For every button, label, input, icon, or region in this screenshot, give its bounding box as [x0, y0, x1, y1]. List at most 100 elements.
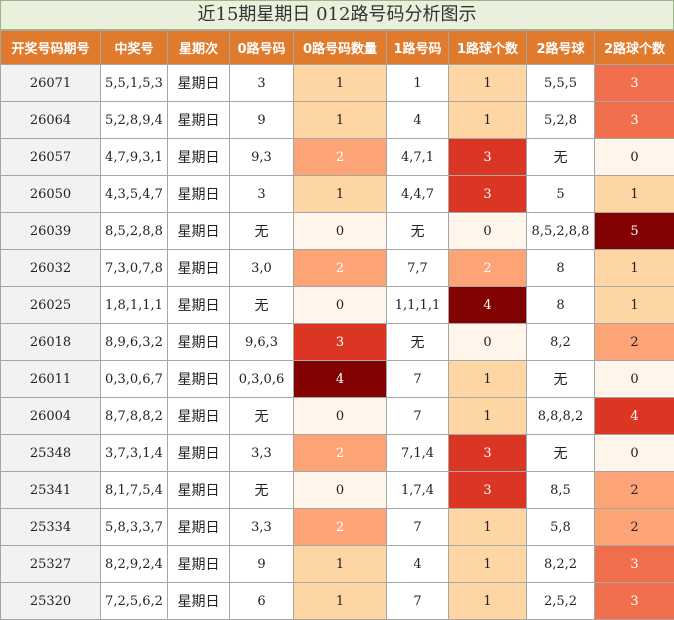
issue-cell: 26050: [0, 175, 101, 213]
route0-count-cell: 1: [293, 64, 387, 102]
route2-numbers-cell: 8,2: [526, 323, 595, 361]
route1-numbers-cell: 4: [386, 101, 449, 139]
route2-numbers-cell: 8,5,2,8,8: [526, 212, 595, 250]
route0-numbers-cell: 9: [229, 101, 294, 139]
header-route1-numbers: 1路号码: [386, 30, 449, 65]
route2-count-cell: 0: [594, 360, 674, 398]
issue-cell: 26011: [0, 360, 101, 398]
route2-count-cell: 3: [594, 545, 674, 583]
route0-count-cell: 1: [293, 101, 387, 139]
winning-number-cell: 8,1,7,5,4: [100, 471, 168, 509]
route0-numbers-cell: 9: [229, 545, 294, 583]
winning-number-cell: 5,5,1,5,3: [100, 64, 168, 102]
route0-numbers-cell: 无: [229, 212, 294, 250]
header-route2-numbers: 2路号球: [526, 30, 595, 65]
route1-count-cell: 4: [448, 286, 527, 324]
weekday-cell: 星期日: [167, 138, 230, 176]
route2-count-cell: 3: [594, 101, 674, 139]
issue-cell: 26004: [0, 397, 101, 435]
issue-cell: 25320: [0, 582, 101, 620]
route1-count-cell: 1: [448, 545, 527, 583]
route0-count-cell: 1: [293, 175, 387, 213]
route0-numbers-cell: 无: [229, 471, 294, 509]
route2-numbers-cell: 8: [526, 286, 595, 324]
route2-count-cell: 1: [594, 175, 674, 213]
route2-count-cell: 2: [594, 323, 674, 361]
winning-number-cell: 4,3,5,4,7: [100, 175, 168, 213]
route0-numbers-cell: 3: [229, 64, 294, 102]
issue-cell: 26039: [0, 212, 101, 250]
route1-count-cell: 1: [448, 508, 527, 546]
weekday-cell: 星期日: [167, 286, 230, 324]
winning-number-cell: 8,5,2,8,8: [100, 212, 168, 250]
route1-numbers-cell: 7,7: [386, 249, 449, 287]
route2-count-cell: 5: [594, 212, 674, 250]
issue-cell: 26018: [0, 323, 101, 361]
weekday-cell: 星期日: [167, 471, 230, 509]
route2-numbers-cell: 无: [526, 434, 595, 472]
weekday-cell: 星期日: [167, 64, 230, 102]
route2-count-cell: 4: [594, 397, 674, 435]
route1-count-cell: 0: [448, 323, 527, 361]
table-row: 26050 4,3,5,4,7 星期日 3 1 4,4,7 3 5 1: [0, 175, 674, 213]
route1-numbers-cell: 1,1,1,1: [386, 286, 449, 324]
route2-numbers-cell: 8,5: [526, 471, 595, 509]
table-row: 26057 4,7,9,3,1 星期日 9,3 2 4,7,1 3 无 0: [0, 138, 674, 176]
route1-numbers-cell: 无: [386, 212, 449, 250]
issue-cell: 26025: [0, 286, 101, 324]
route2-count-cell: 1: [594, 286, 674, 324]
header-route0-count: 0路号码数量: [293, 30, 387, 65]
route0-count-cell: 2: [293, 138, 387, 176]
route2-numbers-cell: 8,2,2: [526, 545, 595, 583]
route2-numbers-cell: 5,8: [526, 508, 595, 546]
winning-number-cell: 8,9,6,3,2: [100, 323, 168, 361]
header-winning-number: 中奖号: [100, 30, 168, 65]
route1-count-cell: 1: [448, 582, 527, 620]
header-weekday: 星期次: [167, 30, 230, 65]
route0-numbers-cell: 9,6,3: [229, 323, 294, 361]
route2-count-cell: 3: [594, 582, 674, 620]
weekday-cell: 星期日: [167, 175, 230, 213]
route0-numbers-cell: 无: [229, 397, 294, 435]
route2-numbers-cell: 8: [526, 249, 595, 287]
route1-count-cell: 1: [448, 397, 527, 435]
route2-numbers-cell: 5: [526, 175, 595, 213]
route2-numbers-cell: 无: [526, 138, 595, 176]
table-row: 25327 8,2,9,2,4 星期日 9 1 4 1 8,2,2 3: [0, 545, 674, 583]
route0-numbers-cell: 3,3: [229, 508, 294, 546]
table-row: 26025 1,8,1,1,1 星期日无 0 1,1,1,1 4 8 1: [0, 286, 674, 324]
issue-cell: 26064: [0, 101, 101, 139]
route1-numbers-cell: 4,4,7: [386, 175, 449, 213]
weekday-cell: 星期日: [167, 582, 230, 620]
table-row: 26064 5,2,8,9,4 星期日 9 1 4 1 5,2,8 3: [0, 101, 674, 139]
route1-numbers-cell: 1: [386, 64, 449, 102]
route0-numbers-cell: 无: [229, 286, 294, 324]
route1-numbers-cell: 无: [386, 323, 449, 361]
winning-number-cell: 5,2,8,9,4: [100, 101, 168, 139]
route2-count-cell: 0: [594, 138, 674, 176]
winning-number-cell: 7,2,5,6,2: [100, 582, 168, 620]
table-row: 26071 5,5,1,5,3 星期日 3 1 1 1 5,5,5 3: [0, 64, 674, 102]
table-row: 25341 8,1,7,5,4 星期日无 0 1,7,4 3 8,5 2: [0, 471, 674, 509]
route0-numbers-cell: 3: [229, 175, 294, 213]
route0-count-cell: 0: [293, 286, 387, 324]
route2-numbers-cell: 5,5,5: [526, 64, 595, 102]
route1-numbers-cell: 7: [386, 508, 449, 546]
issue-cell: 25341: [0, 471, 101, 509]
weekday-cell: 星期日: [167, 508, 230, 546]
route1-numbers-cell: 1,7,4: [386, 471, 449, 509]
weekday-cell: 星期日: [167, 212, 230, 250]
winning-number-cell: 1,8,1,1,1: [100, 286, 168, 324]
winning-number-cell: 4,7,9,3,1: [100, 138, 168, 176]
header-route0-numbers: 0路号码: [229, 30, 294, 65]
route0-numbers-cell: 6: [229, 582, 294, 620]
winning-number-cell: 5,8,3,3,7: [100, 508, 168, 546]
route2-count-cell: 2: [594, 508, 674, 546]
route0-count-cell: 0: [293, 471, 387, 509]
route1-count-cell: 3: [448, 471, 527, 509]
header-issue: 开奖号码期号: [0, 30, 101, 65]
table-row: 26011 0,3,0,6,7 星期日 0,3,0,6 4 7 1 无 0: [0, 360, 674, 398]
table-row: 25320 7,2,5,6,2 星期日 6 1 7 1 2,5,2 3: [0, 582, 674, 620]
weekday-cell: 星期日: [167, 323, 230, 361]
